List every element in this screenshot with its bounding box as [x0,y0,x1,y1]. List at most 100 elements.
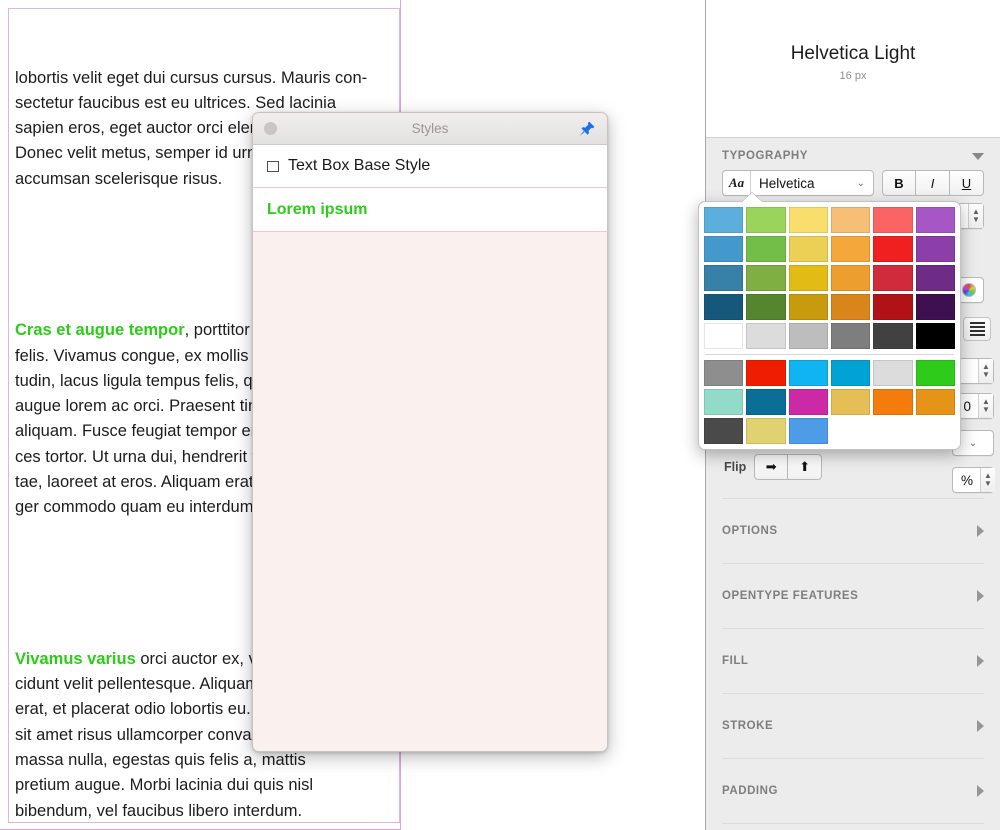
list-item[interactable]: Text Box Base Style [253,145,607,187]
baseline-stepper[interactable]: ▲ ▼ [978,394,993,418]
color-swatch[interactable] [873,236,913,262]
color-swatch[interactable] [704,418,744,444]
flip-vertical-icon[interactable]: ⬆ [788,454,823,480]
color-swatch[interactable] [915,236,955,262]
stepper-down-icon[interactable]: ▼ [982,405,990,414]
flip-row[interactable]: Flip ➡ ⬆ [706,454,1000,488]
color-swatch[interactable] [788,294,828,320]
color-swatch[interactable] [830,360,871,386]
color-swatch[interactable] [915,207,955,233]
pin-icon[interactable] [577,119,597,139]
stepper-up-icon[interactable]: ▲ [972,207,980,216]
section-title: FILL [722,655,749,667]
color-swatch[interactable] [704,265,744,291]
paragraph-spacing-stepper[interactable]: ▲ ▼ [978,359,993,383]
color-swatch[interactable] [915,323,955,349]
palette-grid-recent[interactable] [704,360,955,444]
chevron-down-icon[interactable] [972,152,984,160]
color-swatch[interactable] [788,265,828,291]
close-icon[interactable] [264,122,277,135]
font-size-stepper[interactable]: ▲ ▼ [968,204,983,228]
color-swatch[interactable] [704,389,744,415]
color-swatch[interactable] [788,389,828,415]
color-swatch[interactable] [746,389,786,415]
color-swatch[interactable] [746,265,786,291]
color-swatch[interactable] [873,323,913,349]
color-swatch[interactable] [873,294,913,320]
color-swatch[interactable] [704,323,744,349]
color-swatch[interactable] [746,207,786,233]
color-swatch[interactable] [915,294,955,320]
color-swatch[interactable] [788,236,828,262]
color-swatch[interactable] [915,360,955,386]
chevron-right-icon[interactable] [977,655,984,667]
color-swatch[interactable] [873,360,913,386]
typography-section-header[interactable]: TYPOGRAPHY [706,138,1000,170]
color-swatch[interactable] [873,265,913,291]
chevron-down-icon[interactable]: ⌄ [968,437,978,449]
color-swatch[interactable] [830,265,871,291]
inspector-sidebar[interactable]: Helvetica Light 16 px TYPOGRAPHY Aa Helv… [698,0,1000,830]
color-swatch[interactable] [746,294,786,320]
color-swatch[interactable] [788,207,828,233]
stepper-up-icon[interactable]: ▲ [982,397,990,406]
color-swatch[interactable] [788,418,828,444]
color-swatch[interactable] [873,207,913,233]
chevron-right-icon[interactable] [977,590,984,602]
palette-grid-primary[interactable] [704,207,955,349]
color-swatch[interactable] [704,236,744,262]
hidden-percent-field[interactable]: % ▲ ▼ [952,467,996,493]
color-swatch[interactable] [746,236,786,262]
chevron-right-icon[interactable] [977,785,984,797]
styles-panel[interactable]: Styles Text Box Base Style Lorem ipsum [252,112,608,752]
bold-button[interactable]: B [882,170,916,196]
color-swatch[interactable] [830,236,871,262]
styles-panel-title: Styles [411,121,449,136]
section-opentype-features[interactable]: OPENTYPE FEATURES [706,574,1000,618]
color-swatch[interactable] [746,418,786,444]
color-swatch[interactable] [830,294,871,320]
color-swatch[interactable] [830,207,871,233]
stepper-down-icon[interactable]: ▼ [982,370,990,379]
flip-horizontal-icon[interactable]: ➡ [754,454,789,480]
stepper-down-icon[interactable]: ▼ [984,479,992,488]
font-family-select[interactable]: Aa Helvetica ⌄ [722,170,874,196]
chevron-down-icon[interactable]: ⌄ [856,177,865,189]
color-swatch[interactable] [704,207,744,233]
color-palette-popover[interactable] [698,193,961,450]
list-item[interactable]: Lorem ipsum [253,187,607,232]
scale-percent-input[interactable]: % ▲ ▼ [952,467,996,493]
section-padding[interactable]: PADDING [706,769,1000,813]
stepper-down-icon[interactable]: ▼ [972,215,980,224]
color-swatch[interactable] [915,265,955,291]
scale-percent-stepper[interactable]: ▲ ▼ [980,468,996,492]
chevron-right-icon[interactable] [977,720,984,732]
underline-label: U [961,175,972,191]
color-swatch[interactable] [788,360,828,386]
divider [722,563,984,564]
underline-button[interactable]: U [950,170,984,196]
color-swatch[interactable] [830,389,871,415]
color-swatch[interactable] [704,294,744,320]
align-justify-icon[interactable] [963,317,991,341]
stepper-up-icon[interactable]: ▲ [984,471,992,480]
stepper-up-icon[interactable]: ▲ [982,362,990,371]
chevron-right-icon[interactable] [977,525,984,537]
section-fill[interactable]: FILL [706,639,1000,683]
text-style-segment[interactable]: B I U [882,170,984,196]
color-swatch[interactable] [788,323,828,349]
color-wheel-icon[interactable] [962,283,976,297]
color-swatch[interactable] [915,389,955,415]
styles-list[interactable]: Text Box Base Style Lorem ipsum [253,145,607,232]
section-stroke[interactable]: STROKE [706,704,1000,748]
font-family-row[interactable]: Aa Helvetica ⌄ B I U [706,170,1000,203]
section-options[interactable]: OPTIONS [706,509,1000,553]
color-swatch[interactable] [704,360,744,386]
color-swatch[interactable] [746,360,786,386]
color-swatch[interactable] [830,323,871,349]
color-swatch[interactable] [873,389,913,415]
italic-button[interactable]: I [916,170,950,196]
styles-panel-titlebar[interactable]: Styles [253,113,607,145]
color-swatch[interactable] [746,323,786,349]
flip-segment[interactable]: ➡ ⬆ [754,454,823,480]
